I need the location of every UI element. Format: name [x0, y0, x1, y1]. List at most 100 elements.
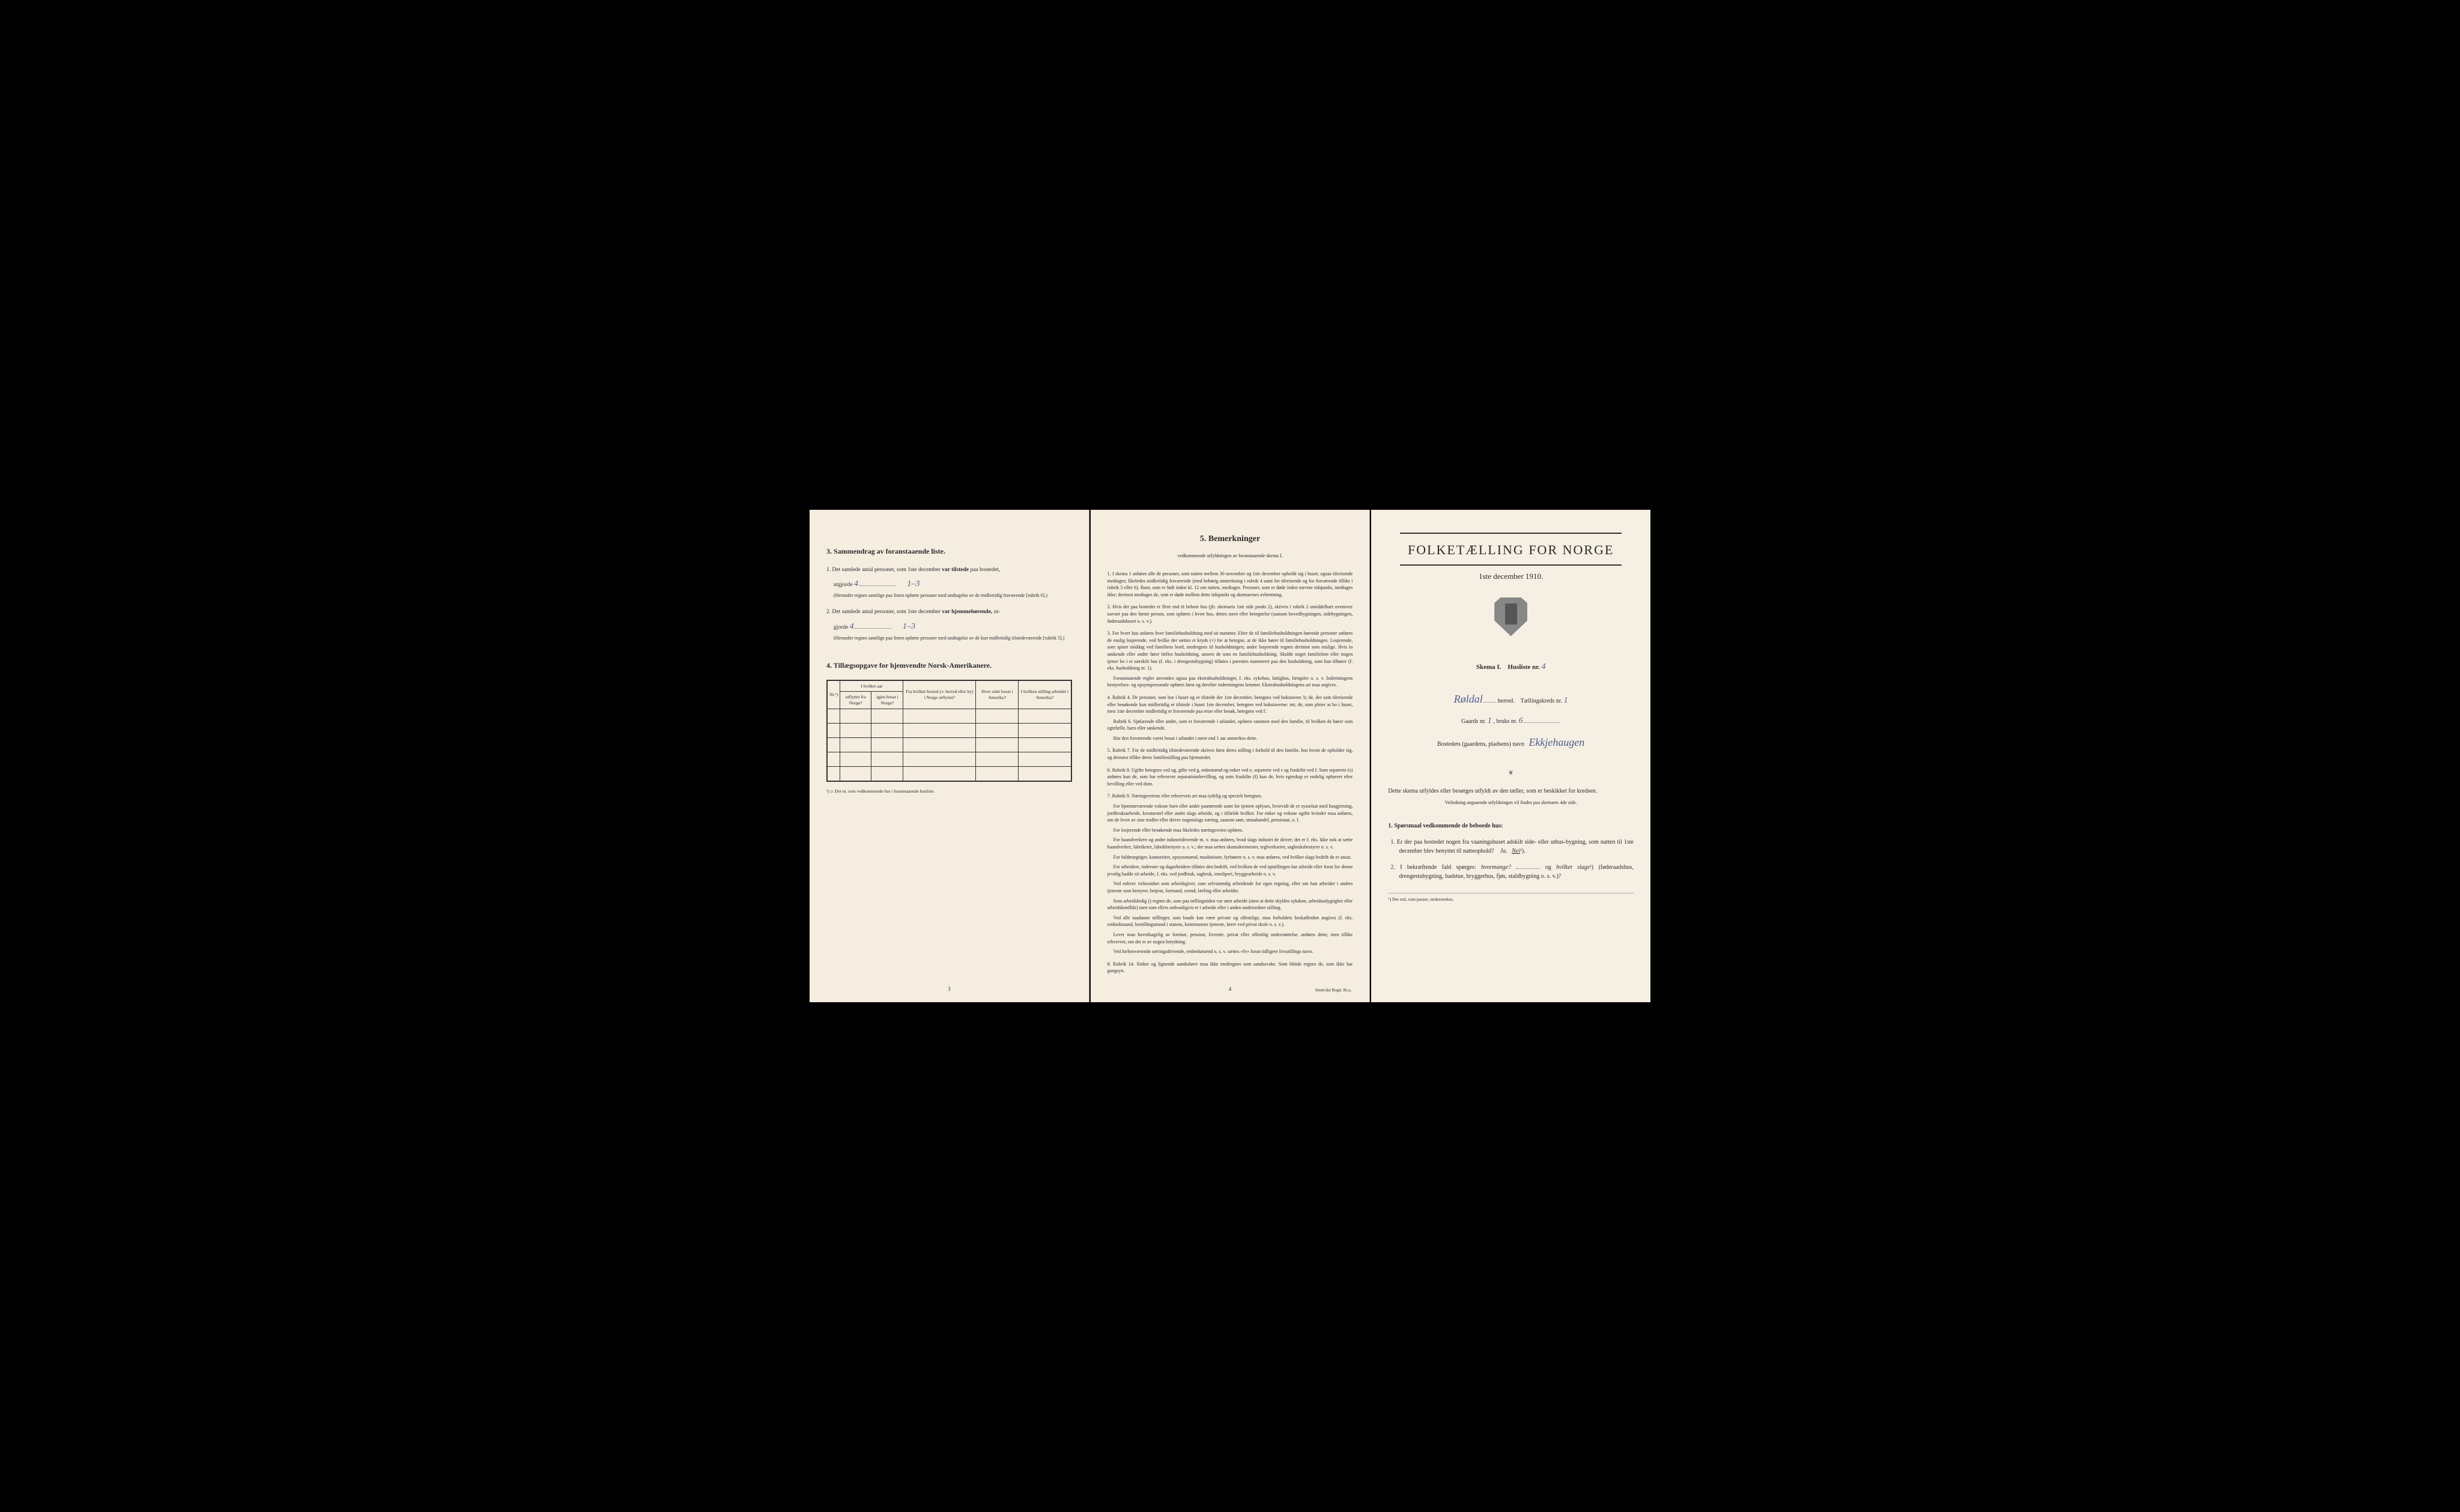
instruction: Dette skema utfyldes eller besørges utfy… — [1388, 787, 1634, 796]
remark-text: Rubrik 14. Sinker og lignende aandssløve… — [1107, 961, 1353, 974]
q1-num: 1. — [1390, 839, 1395, 845]
item2-text-a: Det samlede antal personer, som 1ste dec… — [832, 609, 941, 615]
th-col5: I hvilken stilling arbeidet i Amerika? — [1019, 680, 1071, 709]
remark-para: Ved forhenværende næringsdrivende, embed… — [1107, 948, 1353, 955]
document-spread: 3. Sammendrag av foranstaaende liste. 1.… — [810, 510, 1650, 1002]
gaard-value-b: 6 — [1519, 716, 1523, 725]
bosted-label: Bostedets (gaardens, pladsens) navn — [1437, 741, 1524, 748]
remark-text: For hvert hus anføres hver familiehushol… — [1107, 631, 1353, 671]
table-footnote: ¹) ɔ: Det nr. som vedkommende har i fora… — [826, 788, 1072, 794]
remark-4: 4. Rubrik 4. De personer, som bor i huse… — [1107, 694, 1353, 742]
remark-para: Ved alle saadanne stillinger, som baade … — [1107, 915, 1353, 928]
th-col2b: igjen bosat i Norge? — [871, 692, 903, 709]
remark-para: For hjemmeværende voksne barn eller andr… — [1107, 803, 1353, 824]
amerika-table: Nr.¹) I hvilket aar Fra hvilket bosted (… — [827, 680, 1071, 781]
q2-num: 2. — [1390, 864, 1395, 871]
remark-num: 5. — [1107, 748, 1111, 753]
printer-mark: Steen'ske Bogtr. Kr.a. — [1315, 987, 1352, 994]
remark-text: Rubrik 7. For de midlertidig tilstedevær… — [1107, 748, 1353, 760]
item1-utgjorde-label: utgjorde — [834, 582, 853, 588]
remark-num: 2. — [1107, 604, 1111, 609]
item1-note: (Herunder regnes samtlige paa listen opf… — [826, 592, 1072, 599]
th-col2-top: I hvilket aar — [840, 680, 903, 692]
coat-of-arms-icon — [1494, 597, 1527, 637]
kreds-value: 1 — [1564, 696, 1568, 705]
herred-line: Røldal herred. Tællingskreds nr. 1 — [1388, 691, 1634, 707]
q-heading-num: 1. — [1388, 823, 1393, 829]
q-heading: 1. Spørsmaal vedkommende de beboede hus: — [1388, 821, 1634, 830]
remark-3: 3. For hvert hus anføres hver familiehus… — [1107, 630, 1353, 689]
remark-6: 6. Rubrik 8. Ugifte betegnes ved ug, gif… — [1107, 767, 1353, 788]
questions-section: 1. Spørsmaal vedkommende de beboede hus:… — [1388, 821, 1634, 881]
dotted-line — [855, 628, 891, 629]
section4-number: 4. — [826, 661, 832, 670]
remark-text: Rubrik 4. De personer, som bor i huset o… — [1107, 695, 1353, 714]
skema-label: Skema I. — [1476, 664, 1501, 671]
table-wrap: Nr.¹) I hvilket aar Fra hvilket bosted (… — [826, 680, 1072, 782]
item1-text-c: paa bostedet, — [971, 567, 1001, 573]
item2-gjorde-value: 4 — [850, 622, 854, 631]
q1-nei: Nei — [1512, 848, 1520, 854]
remark-num: 7. — [1107, 793, 1111, 799]
dotted-line — [1484, 702, 1496, 703]
remark-num: 3. — [1107, 631, 1111, 636]
kreds-label: Tællingskreds nr. — [1521, 698, 1562, 704]
remark-para: For haandverkere og andre industridriven… — [1107, 836, 1353, 850]
q2-og: og — [1545, 864, 1551, 871]
item2-gjorde-label: gjorde — [834, 624, 848, 631]
th-col2a: utflyttet fra Norge? — [840, 692, 871, 709]
item2-value-line: gjorde 4 1–3 — [826, 620, 1072, 633]
remark-text: Rubrik 8. Ugifte betegnes ved ug, gifte … — [1107, 767, 1353, 787]
table-row — [828, 723, 1071, 737]
remark-para: For fuldmægtiger, kontorister, opsynsmæn… — [1107, 854, 1353, 861]
remark-1: 1. I skema 1 anføres alle de personer, s… — [1107, 570, 1353, 598]
item2: 2. Det samlede antal personer, som 1ste … — [826, 608, 1072, 641]
remark-7: 7. Rubrik 9. Næringsveiens eller erhverv… — [1107, 793, 1353, 955]
title-rule-bottom — [1400, 564, 1622, 566]
bosted-value: Ekkjehaugen — [1528, 736, 1584, 748]
gaard-line: Gaards nr. 1 , bruks nr. 6 — [1388, 715, 1634, 727]
remark-text: Rubrik 9. Næringsveiens eller erhvervets… — [1112, 793, 1262, 799]
section5-heading: 5. Bemerkninger — [1107, 533, 1353, 545]
item1-value-line: utgjorde 4 1–3 — [826, 578, 1072, 590]
item1-num: 1. — [826, 567, 831, 573]
remark-para: Har den fraværende været bosat i utlande… — [1107, 735, 1353, 742]
table-row — [828, 766, 1071, 781]
husliste-label: Husliste nr. — [1507, 664, 1539, 671]
gaard-value-a: 1 — [1488, 716, 1492, 725]
gaard-label-a: Gaards nr. — [1461, 718, 1486, 725]
q2: 2. I bekræftende fald spørges: hvormange… — [1388, 863, 1634, 881]
main-title: FOLKETÆLLING FOR NORGE — [1388, 540, 1634, 560]
item2-num: 2. — [826, 609, 831, 615]
veil-note: Veiledning angaaende utfyldningen vil fi… — [1388, 799, 1634, 806]
section4-heading: 4. Tillægsopgave for hjemvendte Norsk-Am… — [826, 660, 1072, 671]
item1-range-value: 1–3 — [907, 579, 919, 588]
item1-text-a: Det samlede antal personer, som 1ste dec… — [832, 567, 941, 573]
right-footnote: ¹) Det ord, som passer, understrekes. — [1388, 893, 1634, 903]
remarks-list: 1. I skema 1 anføres alle de personer, s… — [1107, 570, 1353, 975]
section3-heading: 3. Sammendrag av foranstaaende liste. — [826, 546, 1072, 557]
date-line: 1ste december 1910. — [1388, 570, 1634, 582]
remark-8: 8. Rubrik 14. Sinker og lignende aandssl… — [1107, 961, 1353, 975]
remark-2: 2. Hvis der paa bostedet er flere end ét… — [1107, 603, 1353, 624]
item1: 1. Det samlede antal personer, som 1ste … — [826, 566, 1072, 599]
page-left: 3. Sammendrag av foranstaaende liste. 1.… — [810, 510, 1089, 1002]
q2-hvilket: hvilket slags — [1556, 864, 1590, 871]
th-col1: Nr.¹) — [828, 680, 840, 709]
table-row — [828, 752, 1071, 766]
dotted-line — [1524, 722, 1560, 723]
item2-text-c: ut- — [994, 609, 1001, 615]
page-num-left: 3 — [810, 985, 1089, 994]
title-rule-top — [1400, 533, 1622, 534]
bosted-line: Bostedets (gaardens, pladsens) navn Ekkj… — [1388, 734, 1634, 751]
q-heading-text: Spørsmaal vedkommende de beboede hus: — [1394, 823, 1503, 829]
remark-para: Som arbeidsledig () regnes de, som paa t… — [1107, 898, 1353, 912]
dotted-line — [859, 585, 895, 586]
remark-para: Ved enhver virksomhet som arbeidsgiver, … — [1107, 880, 1353, 894]
page-right: FOLKETÆLLING FOR NORGE 1ste december 191… — [1371, 510, 1650, 1002]
q2-sup: ¹) — [1590, 864, 1593, 871]
skema-line: Skema I. Husliste nr. 4 — [1388, 661, 1634, 673]
gaard-label-b: , bruks nr. — [1493, 718, 1517, 725]
section5-number: 5. — [1200, 534, 1207, 543]
remark-text: I skema 1 anføres alle de personer, som … — [1107, 571, 1353, 597]
